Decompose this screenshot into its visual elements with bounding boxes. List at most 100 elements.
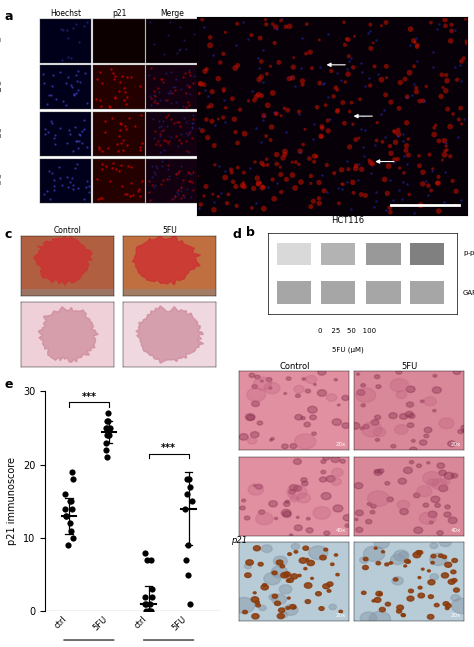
Circle shape [430, 553, 447, 565]
Point [148, 584, 156, 595]
Circle shape [400, 509, 408, 514]
Bar [321, 281, 355, 304]
Point [148, 160, 155, 171]
Text: p-p21$^{T145}$: p-p21$^{T145}$ [463, 248, 474, 260]
Point [173, 116, 181, 127]
Point [457, 76, 465, 87]
Point [154, 162, 161, 173]
Point [273, 109, 280, 119]
Circle shape [323, 455, 330, 460]
Point [248, 203, 256, 213]
Point [119, 146, 127, 156]
Y-axis label: 5FU
25 μM: 5FU 25 μM [0, 82, 1, 93]
Point [264, 160, 271, 170]
Circle shape [251, 597, 259, 602]
Point [338, 179, 346, 189]
Point [360, 111, 367, 121]
Point [164, 109, 172, 120]
Point [383, 188, 391, 199]
Point [177, 193, 184, 203]
Point [263, 69, 271, 79]
Point [73, 76, 81, 87]
Point [439, 82, 447, 93]
Point [94, 194, 102, 204]
Point [71, 122, 79, 132]
Circle shape [427, 462, 430, 464]
Point [430, 122, 438, 133]
Point [136, 191, 144, 201]
Point [307, 201, 315, 212]
Circle shape [283, 572, 291, 576]
Point [211, 120, 219, 130]
Point [117, 117, 124, 127]
Circle shape [405, 411, 413, 417]
Circle shape [439, 418, 454, 429]
Point [197, 79, 205, 89]
Point [180, 72, 187, 83]
Circle shape [282, 509, 291, 516]
Point [381, 132, 388, 142]
Circle shape [428, 615, 434, 619]
Circle shape [301, 477, 307, 482]
Point [442, 141, 450, 151]
Point [289, 72, 296, 83]
Point [387, 97, 395, 107]
Point [370, 201, 377, 212]
Point [99, 192, 106, 203]
Circle shape [446, 607, 449, 609]
Point [189, 184, 196, 195]
Point [146, 606, 153, 617]
Point [80, 115, 88, 126]
Point [190, 114, 197, 124]
Point [189, 123, 196, 133]
Point [234, 60, 242, 71]
Point [164, 30, 172, 40]
Point [161, 135, 168, 145]
Point [185, 82, 192, 92]
Point [189, 78, 196, 89]
Point [171, 82, 178, 92]
Point [415, 151, 423, 161]
Point [57, 24, 64, 34]
Point [301, 124, 309, 135]
Point [348, 98, 356, 108]
Point [71, 162, 78, 173]
Point [157, 120, 165, 131]
Circle shape [281, 573, 288, 578]
Point [396, 163, 403, 173]
Point [435, 136, 443, 146]
Point [201, 66, 209, 76]
Point [180, 190, 187, 200]
Point [337, 75, 345, 85]
Point [403, 92, 411, 102]
Point [176, 21, 184, 32]
Point [150, 133, 157, 143]
Circle shape [374, 598, 381, 602]
Point [63, 100, 70, 111]
Circle shape [283, 501, 290, 506]
Circle shape [294, 386, 304, 393]
Point [159, 77, 167, 87]
Point [64, 33, 72, 43]
Circle shape [245, 564, 252, 569]
Circle shape [446, 604, 451, 608]
Point [187, 192, 195, 203]
Point [273, 159, 281, 169]
Point [135, 186, 142, 196]
Circle shape [286, 377, 291, 380]
Point [67, 496, 74, 507]
Point [260, 160, 267, 170]
Point [279, 13, 286, 23]
Point [330, 91, 337, 102]
Point [447, 122, 454, 132]
Circle shape [357, 389, 365, 395]
Point [374, 69, 382, 79]
Point [138, 138, 146, 149]
Text: a: a [5, 10, 13, 23]
Circle shape [454, 588, 459, 592]
Circle shape [313, 507, 330, 519]
Point [177, 83, 185, 94]
Point [51, 138, 58, 149]
Point [69, 23, 76, 33]
Point [53, 94, 60, 104]
